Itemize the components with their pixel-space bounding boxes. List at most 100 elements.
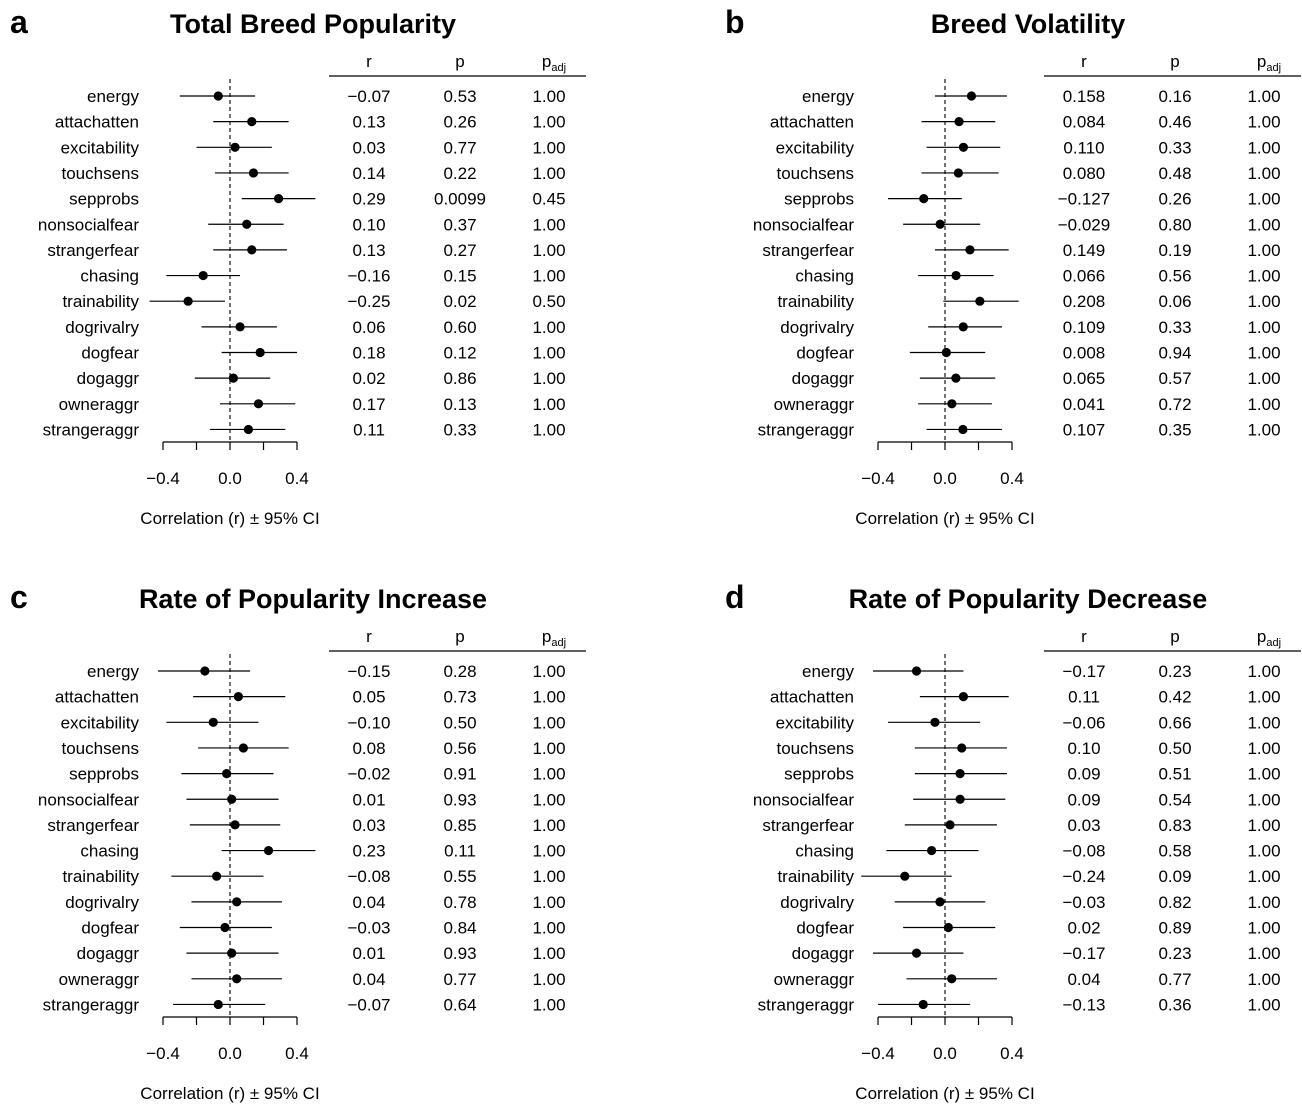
x-tick-label: 0.0 — [218, 1044, 242, 1063]
cell-r: 0.04 — [1067, 970, 1100, 989]
estimate-point — [230, 142, 240, 152]
cell-r: −0.25 — [347, 292, 390, 311]
cell-p: 0.77 — [443, 970, 476, 989]
row-label: trainability — [62, 867, 139, 886]
cell-p: 0.13 — [443, 395, 476, 414]
estimate-point — [955, 769, 965, 779]
cell-p: 0.54 — [1158, 790, 1191, 809]
cell-p: 0.85 — [443, 816, 476, 835]
estimate-point — [947, 974, 957, 984]
table-row: strangerfear 0.13 0.27 1.00 — [47, 241, 565, 260]
table-row: touchsens 0.080 0.48 1.00 — [777, 164, 1281, 183]
cell-p: 0.53 — [443, 87, 476, 106]
table-row: sepprobs −0.127 0.26 1.00 — [784, 190, 1280, 209]
panel-letter: c — [10, 579, 28, 615]
cell-r: 0.09 — [1067, 765, 1100, 784]
row-label: strangerfear — [762, 241, 854, 260]
estimate-point — [235, 322, 245, 332]
estimate-point — [918, 999, 928, 1010]
cell-p-adj: 1.00 — [532, 867, 565, 886]
x-axis-label: Correlation (r) ± 95% CI — [140, 1084, 319, 1103]
cell-p-adj: 1.00 — [1247, 113, 1280, 132]
row-label: dogaggr — [792, 944, 855, 963]
panel-title: Breed Volatility — [931, 9, 1126, 39]
row-label: strangerfear — [762, 816, 854, 835]
table-row: sepprobs −0.02 0.91 1.00 — [69, 765, 565, 784]
table-row: strangeraggr 0.107 0.35 1.00 — [758, 420, 1281, 439]
cell-p: 0.16 — [1158, 87, 1191, 106]
row-label: nonsocialfear — [38, 790, 139, 809]
row-label: strangeraggr — [758, 995, 855, 1014]
header-p-adj: padj — [542, 52, 566, 74]
x-axis-label: Correlation (r) ± 95% CI — [855, 509, 1034, 528]
table-row: chasing 0.23 0.11 1.00 — [80, 842, 565, 861]
row-label: excitability — [776, 138, 855, 157]
cell-p: 0.19 — [1158, 241, 1191, 260]
cell-p-adj: 1.00 — [532, 790, 565, 809]
cell-p: 0.57 — [1158, 369, 1191, 388]
estimate-point — [958, 424, 968, 435]
cell-p: 0.77 — [1158, 970, 1191, 989]
estimate-point — [919, 194, 929, 204]
cell-p-adj: 1.00 — [532, 241, 565, 260]
cell-p-adj: 1.00 — [532, 138, 565, 157]
header-p: p — [455, 627, 464, 646]
estimate-point — [230, 820, 240, 830]
table-row: dogrivalry −0.03 0.82 1.00 — [780, 893, 1280, 912]
table-row: strangerfear 0.149 0.19 1.00 — [762, 241, 1280, 260]
header-p-adj-main: p — [542, 52, 551, 71]
cell-p: 0.72 — [1158, 395, 1191, 414]
estimate-point — [966, 91, 977, 101]
estimate-point — [957, 743, 967, 753]
row-label: sepprobs — [69, 765, 139, 784]
row-label: touchsens — [777, 164, 855, 183]
estimate-point — [958, 322, 968, 332]
cell-p-adj: 1.00 — [532, 816, 565, 835]
cell-p: 0.02 — [443, 292, 476, 311]
panel-letter: a — [10, 4, 28, 40]
table-row: energy −0.07 0.53 1.00 — [87, 87, 566, 106]
cell-r: 0.04 — [352, 893, 385, 912]
estimate-point — [222, 769, 232, 779]
x-tick-label: 0.4 — [1000, 1044, 1024, 1063]
cell-p: 0.78 — [443, 893, 476, 912]
cell-p: 0.42 — [1158, 688, 1191, 707]
row-label: strangeraggr — [43, 995, 140, 1014]
estimate-point — [900, 871, 910, 881]
table-row: excitability −0.06 0.66 1.00 — [776, 713, 1281, 732]
cell-p: 0.66 — [1158, 713, 1191, 732]
cell-r: 0.065 — [1063, 369, 1106, 388]
row-label: trainability — [777, 867, 854, 886]
x-tick-label: −0.4 — [861, 469, 895, 488]
table-row: dogaggr 0.02 0.86 1.00 — [77, 369, 566, 388]
cell-p-adj: 1.00 — [532, 944, 565, 963]
cell-r: −0.16 — [347, 267, 390, 286]
cell-r: 0.03 — [1067, 816, 1100, 835]
estimate-point — [220, 922, 230, 933]
table-row: nonsocialfear 0.10 0.37 1.00 — [38, 215, 566, 234]
table-row: energy −0.17 0.23 1.00 — [802, 662, 1281, 681]
x-axis-label: Correlation (r) ± 95% CI — [140, 509, 319, 528]
estimate-point — [935, 219, 945, 229]
estimate-point — [958, 692, 969, 702]
cell-p: 0.56 — [443, 739, 476, 758]
cell-p-adj: 1.00 — [1247, 944, 1280, 963]
cell-p: 0.89 — [1158, 919, 1191, 938]
cell-p: 0.91 — [443, 765, 476, 784]
cell-p-adj: 1.00 — [1247, 893, 1280, 912]
table-row: strangeraggr 0.11 0.33 1.00 — [43, 420, 566, 439]
estimate-point — [273, 194, 284, 204]
header-p-adj-sub: adj — [551, 62, 566, 74]
estimate-point — [233, 692, 243, 702]
cell-p-adj: 1.00 — [532, 369, 565, 388]
table-row: owneraggr 0.041 0.72 1.00 — [774, 395, 1281, 414]
row-label: dogaggr — [77, 944, 140, 963]
row-label: attachatten — [55, 688, 139, 707]
header-p-adj: padj — [1257, 52, 1281, 74]
cell-r: 0.23 — [352, 842, 385, 861]
table-row: nonsocialfear 0.09 0.54 1.00 — [753, 790, 1281, 809]
table-row: strangerfear 0.03 0.83 1.00 — [762, 816, 1280, 835]
cell-p-adj: 1.00 — [532, 739, 565, 758]
